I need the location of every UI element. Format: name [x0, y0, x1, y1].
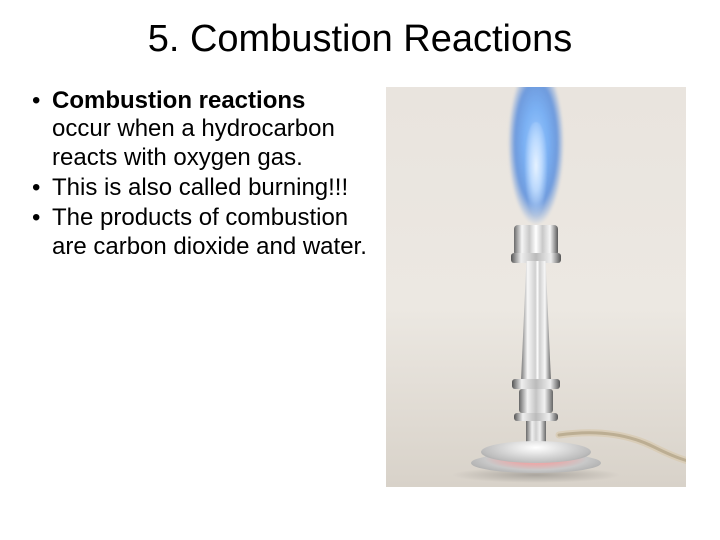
bullet-text: The products of combustion are carbon di…: [52, 204, 367, 259]
burner-regulator-ring: [512, 379, 560, 389]
bullet-list: Combustion reactions occur when a hydroc…: [30, 87, 370, 261]
bullet-item: Combustion reactions occur when a hydroc…: [30, 87, 370, 172]
burner-collar: [514, 225, 558, 255]
slide: 5. Combustion Reactions Combustion react…: [0, 0, 720, 540]
bullet-text: occur when a hydrocarbon reacts with oxy…: [52, 115, 335, 170]
bullet-text: This is also called burning!!!: [52, 174, 348, 201]
bullet-item: This is also called burning!!!: [30, 174, 370, 202]
content-row: Combustion reactions occur when a hydroc…: [30, 87, 690, 487]
bullet-bold: Combustion reactions: [52, 87, 305, 114]
gas-hose-icon: [554, 427, 686, 477]
bunsen-burner-image: [386, 87, 686, 487]
burner-regulator-ring: [514, 413, 558, 421]
burner-regulator-body: [519, 389, 553, 413]
bullet-item: The products of combustion are carbon di…: [30, 204, 370, 261]
slide-title: 5. Combustion Reactions: [30, 18, 690, 61]
text-column: Combustion reactions occur when a hydroc…: [30, 87, 370, 487]
burner-barrel: [521, 261, 551, 381]
image-column: [382, 87, 690, 487]
